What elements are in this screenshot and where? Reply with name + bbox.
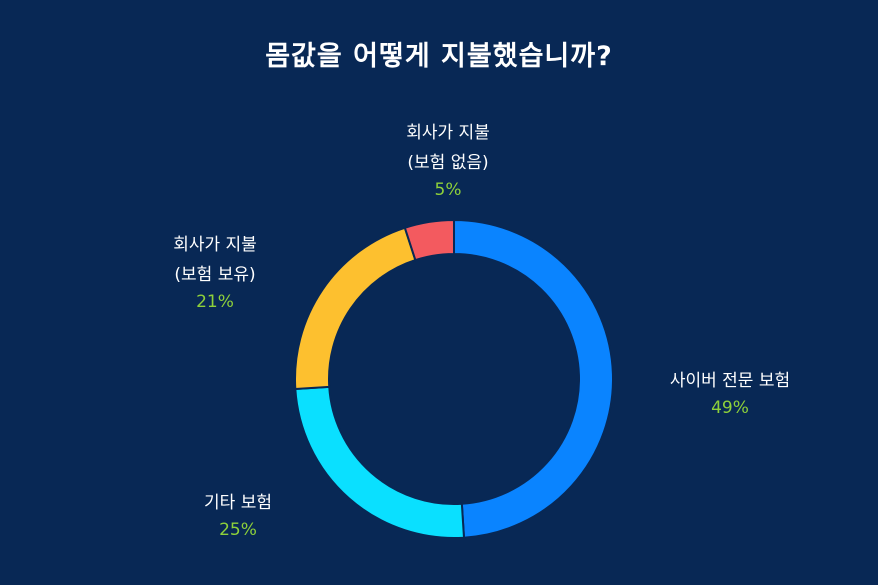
- slice-label-text: (보험 없음): [407, 153, 489, 173]
- slice-label-text: 사이버 전문 보험: [669, 371, 791, 391]
- slice-percent-label: 49%: [711, 398, 749, 418]
- donut-slice-cyber-insurance: [453, 218, 614, 539]
- slice-label-text: 기타 보험: [204, 493, 272, 513]
- slice-label-text: (보험 보유): [174, 265, 256, 285]
- slice-label-company-insured: 회사가 지불 (보험 보유) 21%: [150, 230, 280, 314]
- chart-title: 몸값을 어떻게 지불했습니까?: [265, 41, 613, 72]
- slice-label-cyber-insurance: 사이버 전문 보험 49%: [655, 366, 805, 420]
- slice-label-text: 회사가 지불: [406, 123, 490, 143]
- donut-slice-company-uninsured: [403, 218, 455, 262]
- slice-label-company-uninsured: 회사가 지불 (보험 없음) 5%: [383, 118, 513, 202]
- slice-percent-label: 25%: [219, 520, 257, 540]
- slice-percent-label: 5%: [434, 180, 462, 200]
- donut-slice-company-insured: [294, 226, 417, 391]
- slice-label-text: 회사가 지불: [173, 235, 257, 255]
- slice-percent-label: 21%: [196, 292, 234, 312]
- slice-label-other-insurance: 기타 보험 25%: [168, 488, 308, 542]
- donut-slice-other-insurance: [294, 385, 466, 539]
